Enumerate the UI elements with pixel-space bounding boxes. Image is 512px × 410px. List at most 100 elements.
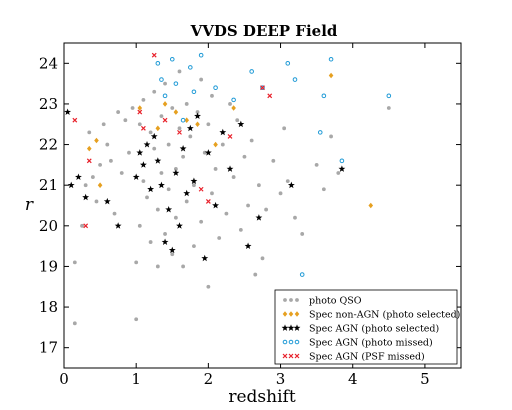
legend-entry: photo QSO xyxy=(309,296,362,307)
photo-qso-point xyxy=(134,317,139,322)
spec-agn-photo-selected-point xyxy=(147,185,155,193)
photo-qso-point xyxy=(159,114,164,119)
spec-agn-photo-missed-point xyxy=(162,93,168,99)
spec-agn-photo-selected-point xyxy=(183,189,191,197)
spec-agn-photo-selected-point xyxy=(158,181,165,189)
spec-non-agn-point xyxy=(184,117,190,123)
photo-qso-point xyxy=(217,236,222,240)
legend-entry: Spec AGN (photo selected) xyxy=(309,324,439,335)
legend-box xyxy=(274,289,458,365)
spec-agn-psf-missed-point xyxy=(198,186,204,192)
spec-non-agn-point xyxy=(155,125,161,132)
photo-qso-point xyxy=(137,223,142,228)
spec-agn-photo-selected-point xyxy=(190,177,198,185)
legend-marker xyxy=(289,298,293,302)
spec-agn-photo-selected-point xyxy=(150,132,158,140)
legend-marker xyxy=(288,311,294,317)
photo-qso-point xyxy=(141,179,146,184)
legend-entry: Spec non-AGN (photo selected) xyxy=(309,310,460,321)
legend-marker xyxy=(287,324,295,331)
photo-qso-point xyxy=(130,106,135,110)
spec-agn-photo-selected-point xyxy=(176,222,183,229)
legend-marker xyxy=(281,324,289,331)
spec-agn-photo-selected-point xyxy=(114,222,122,229)
spec-agn-photo-missed-point xyxy=(249,69,254,74)
spec-agn-photo-missed-point xyxy=(260,85,265,90)
spec-agn-photo-selected-point xyxy=(179,145,187,152)
photo-qso-point xyxy=(210,93,214,98)
spec-agn-photo-selected-point xyxy=(219,128,227,136)
spec-agn-photo-selected-point xyxy=(244,242,252,250)
photo-qso-point xyxy=(206,122,211,127)
photo-qso-point xyxy=(145,195,149,200)
legend-marker xyxy=(293,324,301,331)
spec-agn-psf-missed-point xyxy=(137,109,143,115)
photo-qso-point xyxy=(152,146,157,151)
photo-qso-point xyxy=(242,154,247,159)
legend-entry: Spec AGN (photo missed) xyxy=(309,338,433,349)
legend-entry: Spec AGN (PSF missed) xyxy=(309,352,425,363)
spec-agn-photo-selected-point xyxy=(154,157,162,164)
photo-qso-point xyxy=(260,256,265,261)
y-tick-label: 21 xyxy=(39,176,58,194)
spec-agn-photo-missed-point xyxy=(339,158,345,164)
photo-qso-point xyxy=(336,171,341,175)
legend-marker xyxy=(294,353,300,359)
spec-non-agn-point xyxy=(195,121,200,128)
photo-qso-point xyxy=(199,77,204,82)
y-tick-label: 22 xyxy=(39,136,58,154)
photo-qso-point xyxy=(278,191,283,196)
x-tick-label: 2 xyxy=(204,370,214,388)
data-points xyxy=(64,52,392,326)
spec-agn-psf-missed-point xyxy=(177,129,182,135)
spec-agn-photo-missed-point xyxy=(180,117,186,123)
spec-agn-photo-selected-point xyxy=(82,193,90,201)
photo-qso-point xyxy=(231,175,236,179)
photo-qso-point xyxy=(90,175,95,179)
spec-agn-photo-selected-point xyxy=(338,165,346,172)
spec-non-agn-point xyxy=(213,141,218,148)
legend-marker xyxy=(282,353,288,359)
photo-qso-point xyxy=(271,158,276,163)
photo-qso-point xyxy=(155,207,160,212)
spec-agn-photo-selected-point xyxy=(161,238,169,245)
photo-qso-point xyxy=(155,264,160,269)
photo-qso-point xyxy=(256,183,261,188)
photo-qso-point xyxy=(177,69,182,74)
legend-marker xyxy=(282,311,288,317)
photo-qso-point xyxy=(163,232,167,236)
photo-qso-point xyxy=(98,162,102,167)
photo-qso-point xyxy=(170,106,175,110)
spec-agn-photo-missed-point xyxy=(321,93,327,99)
legend-marker xyxy=(294,311,300,317)
y-tick-label: 19 xyxy=(39,257,58,275)
y-tick-label: 18 xyxy=(39,298,58,316)
photo-qso-point xyxy=(202,150,207,155)
spec-non-agn-point xyxy=(137,105,143,111)
photo-qso-point xyxy=(148,130,153,135)
photo-qso-point xyxy=(94,199,99,204)
photo-qso-point xyxy=(87,130,92,135)
photo-qso-point xyxy=(386,106,391,110)
photo-qso-point xyxy=(119,171,124,175)
spec-agn-photo-selected-point xyxy=(136,149,144,156)
x-tick-label: 3 xyxy=(276,370,286,388)
legend-marker xyxy=(288,339,294,345)
y-axis-label: r xyxy=(25,195,34,215)
photo-qso-point xyxy=(253,272,258,277)
x-tick-label: 5 xyxy=(420,370,430,388)
legend-marker xyxy=(295,298,299,302)
spec-agn-photo-missed-point xyxy=(198,52,204,58)
spec-agn-photo-missed-point xyxy=(173,81,179,86)
photo-qso-point xyxy=(112,211,117,216)
photo-qso-point xyxy=(159,171,164,175)
spec-non-agn-point xyxy=(94,137,99,144)
spec-agn-photo-missed-point xyxy=(159,77,164,82)
photo-qso-point xyxy=(220,142,225,147)
spec-agn-photo-selected-point xyxy=(165,205,173,213)
spec-agn-psf-missed-point xyxy=(267,93,273,99)
photo-qso-point xyxy=(192,244,196,249)
spec-agn-photo-missed-point xyxy=(386,93,392,99)
x-tick-label: 0 xyxy=(59,370,69,388)
